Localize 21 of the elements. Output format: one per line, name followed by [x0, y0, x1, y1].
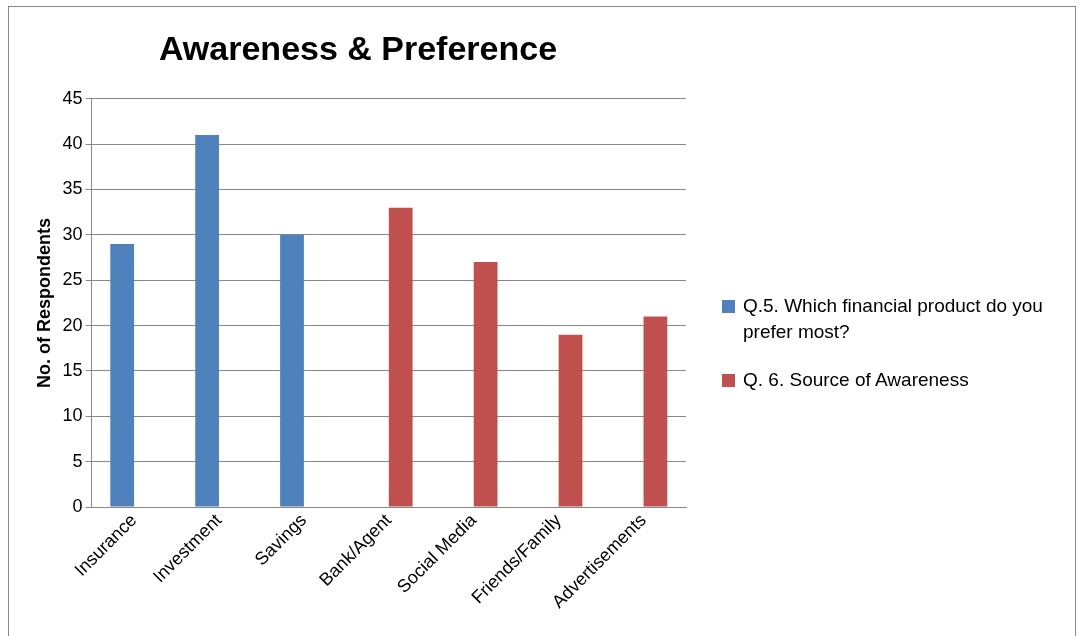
- bar: [195, 135, 219, 507]
- y-tick-label: 0: [72, 495, 83, 516]
- bar: [643, 316, 668, 507]
- y-axis-title: No. of Respondents: [33, 217, 54, 388]
- y-tick-label: 40: [62, 133, 83, 154]
- y-tick-label: 45: [62, 87, 83, 108]
- bar: [280, 234, 304, 507]
- bar: [473, 262, 498, 507]
- y-tick-label: 10: [62, 405, 83, 426]
- y-tick-label: 5: [72, 450, 83, 471]
- bar: [388, 207, 413, 507]
- legend-label: Q. 6. Source of Awareness: [743, 368, 969, 392]
- y-tick-label: 35: [62, 178, 83, 199]
- y-tick-label: 25: [62, 269, 83, 290]
- y-tick-label: 20: [62, 314, 83, 335]
- legend-label: Q.5. Which financial product do you prefer most?: [743, 294, 1044, 344]
- y-tick-label: 15: [62, 359, 83, 380]
- chart-title: Awareness & Preference: [158, 28, 558, 67]
- y-tick-label: 30: [62, 223, 83, 244]
- bar: [110, 243, 135, 507]
- bar: [558, 334, 583, 507]
